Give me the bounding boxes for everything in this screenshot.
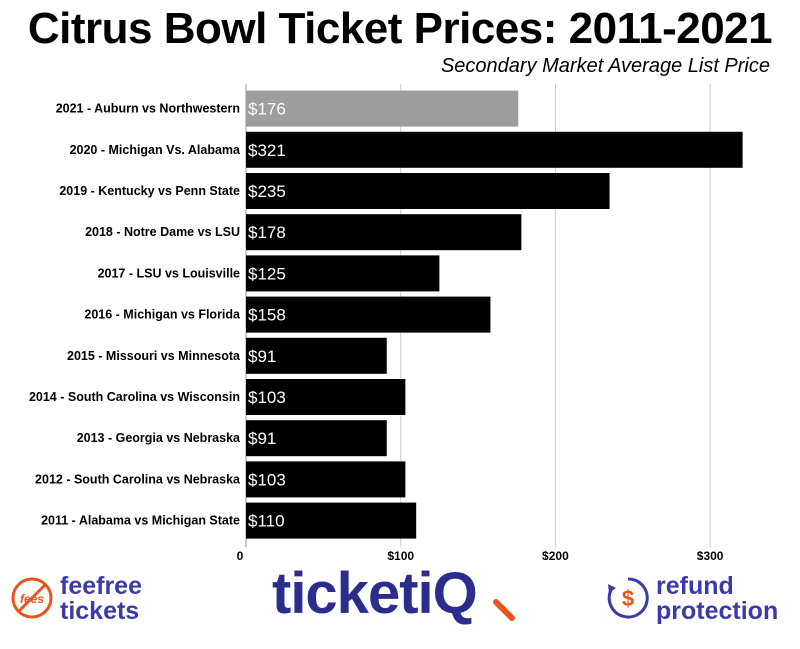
- bar-6: [246, 337, 387, 374]
- value-label-1: $321: [248, 141, 286, 160]
- bar-8: [246, 420, 387, 457]
- x-tick-label-2: $200: [542, 549, 569, 560]
- x-tick-label-0: 0: [237, 549, 244, 560]
- refund-line1: refund: [656, 572, 734, 600]
- bar-1: [246, 131, 743, 168]
- refund-protection-logo: $ refund protection: [606, 570, 796, 630]
- bar-4: [246, 255, 440, 292]
- value-label-5: $158: [248, 306, 286, 325]
- ticketiq-logo: ticketiQ: [272, 560, 542, 640]
- x-tick-label-3: $300: [697, 549, 724, 560]
- value-label-0: $176: [248, 100, 286, 119]
- bar-0: [246, 90, 519, 127]
- refund-dollar-icon: $: [607, 577, 649, 619]
- value-label-7: $103: [248, 388, 286, 407]
- value-label-10: $110: [248, 512, 285, 531]
- chart-title: Citrus Bowl Ticket Prices: 2011-2021: [27, 4, 773, 53]
- value-label-6: $91: [248, 347, 276, 366]
- category-label-8: 2013 - Georgia vs Nebraska: [77, 431, 241, 445]
- value-label-2: $235: [248, 182, 286, 201]
- value-label-4: $125: [248, 264, 286, 283]
- category-label-1: 2020 - Michigan Vs. Alabama: [70, 143, 241, 157]
- ticketiq-wordmark: ticketiQ: [272, 561, 478, 626]
- category-label-10: 2011 - Alabama vs Michigan State: [41, 514, 240, 528]
- category-label-9: 2012 - South Carolina vs Nebraska: [35, 472, 241, 486]
- bar-chart: 2021 - Auburn vs Northwestern $176 2020 - …: [29, 84, 743, 560]
- magnifier-icon: [493, 599, 515, 621]
- value-label-3: $178: [248, 223, 286, 242]
- category-label-2: 2019 - Kentucky vs Penn State: [59, 184, 240, 198]
- chart-subtitle: Secondary Market Average List Price: [440, 55, 770, 77]
- value-label-8: $91: [248, 429, 276, 448]
- category-label-6: 2015 - Missouri vs Minnesota: [67, 349, 241, 363]
- bar-2: [246, 173, 610, 209]
- no-fees-icon: fees: [11, 577, 53, 619]
- bar-7: [246, 379, 406, 415]
- category-label-5: 2016 - Michigan vs Florida: [84, 308, 241, 322]
- bar-5: [246, 296, 491, 333]
- fees-badge-text: fees: [20, 592, 44, 606]
- bar-3: [246, 214, 522, 251]
- value-label-9: $103: [248, 470, 286, 489]
- category-label-3: 2018 - Notre Dame vs LSU: [85, 225, 240, 239]
- feefree-line2: tickets: [60, 597, 140, 625]
- refund-dollar-symbol: $: [622, 586, 634, 611]
- category-label-7: 2014 - South Carolina vs Wisconsin: [29, 390, 240, 404]
- refund-line2: protection: [656, 597, 779, 625]
- footer-logos: fees feefree tickets ticketiQ $ refund p…: [0, 560, 800, 649]
- bar-10: [246, 502, 417, 539]
- feefree-tickets-logo: fees feefree tickets: [10, 570, 200, 630]
- category-label-0: 2021 - Auburn vs Northwestern: [56, 102, 240, 116]
- category-label-4: 2017 - LSU vs Louisville: [98, 266, 240, 280]
- bar-9: [246, 461, 406, 498]
- x-tick-label-1: $100: [387, 549, 414, 560]
- feefree-line1: feefree: [60, 572, 142, 600]
